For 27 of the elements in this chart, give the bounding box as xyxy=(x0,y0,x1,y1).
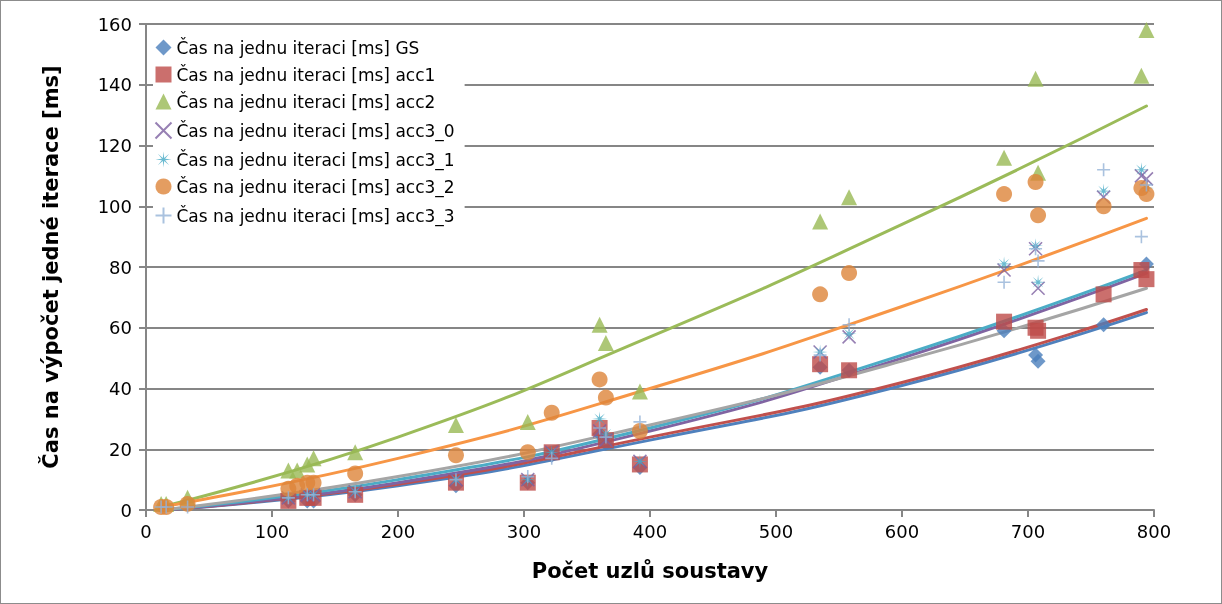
legend-label: Čas na jednu iteraci [ms] acc2 xyxy=(176,90,436,112)
legend-label: Čas na jednu iteraci [ms] GS xyxy=(176,36,420,58)
x-tick-label: 800 xyxy=(1136,520,1172,542)
y-tick-label: 120 xyxy=(97,135,132,156)
legend-label: Čas na jednu iteraci [ms] acc1 xyxy=(176,63,436,85)
x-tick-label: 600 xyxy=(884,520,920,542)
x-tick-label: 400 xyxy=(632,520,668,542)
y-tick-label: 0 xyxy=(120,499,132,521)
y-tick-label: 60 xyxy=(109,317,132,339)
y-tick-label: 80 xyxy=(109,256,132,278)
legend-label: Čas na jednu iteraci [ms] acc3_2 xyxy=(176,175,455,198)
y-tick-label: 160 xyxy=(97,13,132,35)
y-tick-label: 40 xyxy=(109,378,132,399)
x-tick-label: 300 xyxy=(506,520,542,542)
y-axis-title: Čas na výpočet jedné iterace [ms] xyxy=(37,65,63,469)
x-tick-label: 700 xyxy=(1010,520,1046,542)
legend-label: Čas na jednu iteraci [ms] acc3_3 xyxy=(176,204,455,227)
x-tick-label: 200 xyxy=(380,520,416,542)
legend-label: Čas na jednu iteraci [ms] acc3_1 xyxy=(176,148,455,171)
x-tick-label: 500 xyxy=(758,520,794,542)
y-tick-label: 100 xyxy=(97,195,132,217)
x-tick-label: 0 xyxy=(140,520,152,542)
y-tick-label: 20 xyxy=(109,438,132,460)
y-tick-label: 140 xyxy=(97,74,132,96)
x-tick-label: 100 xyxy=(254,520,290,542)
x-axis-title: Počet uzlů soustavy xyxy=(531,558,769,583)
legend-label: Čas na jednu iteraci [ms] acc3_0 xyxy=(176,119,455,142)
